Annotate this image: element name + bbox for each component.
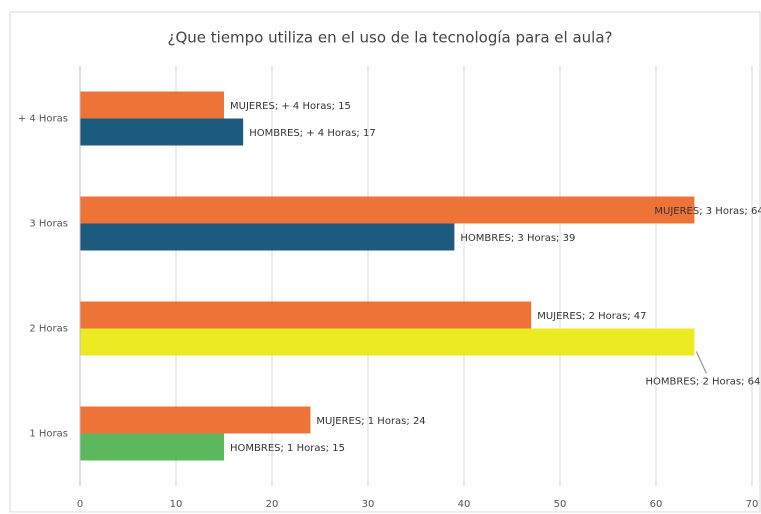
y-tick-label: 1 Horas [29,429,68,440]
x-tick-label: 60 [650,499,663,510]
data-label: MUJERES; 3 Horas; 64 [654,206,761,217]
data-label: HOMBRES; + 4 Horas; 17 [249,128,376,139]
x-tick-label: 30 [362,499,375,510]
bar [80,406,311,434]
x-tick-label: 40 [458,499,471,510]
x-tick-label: 0 [77,499,83,510]
y-tick-label: 2 Horas [29,324,68,335]
data-label: HOMBRES; 3 Horas; 39 [460,233,575,244]
bar [80,118,244,146]
bar [80,301,532,329]
x-tick-label: 10 [170,499,183,510]
bar [80,223,455,251]
leader-line [695,351,707,374]
data-label: MUJERES; 1 Horas; 24 [316,416,425,427]
data-label: MUJERES; + 4 Horas; 15 [230,101,351,112]
bar [80,328,695,356]
bar [80,196,695,224]
x-tick-label: 50 [554,499,567,510]
x-tick-label: 70 [746,499,759,510]
data-label: HOMBRES; 2 Horas; 64 [645,377,760,388]
x-tick-label: 20 [266,499,279,510]
y-tick-label: + 4 Horas [18,114,68,125]
bar [80,91,224,119]
data-label: HOMBRES; 1 Horas; 15 [230,443,345,454]
y-tick-label: 3 Horas [29,219,68,230]
chart-title: ¿Que tiempo utiliza en el uso de la tecn… [168,29,613,47]
data-label: MUJERES; 2 Horas; 47 [537,311,646,322]
bar [80,433,224,461]
